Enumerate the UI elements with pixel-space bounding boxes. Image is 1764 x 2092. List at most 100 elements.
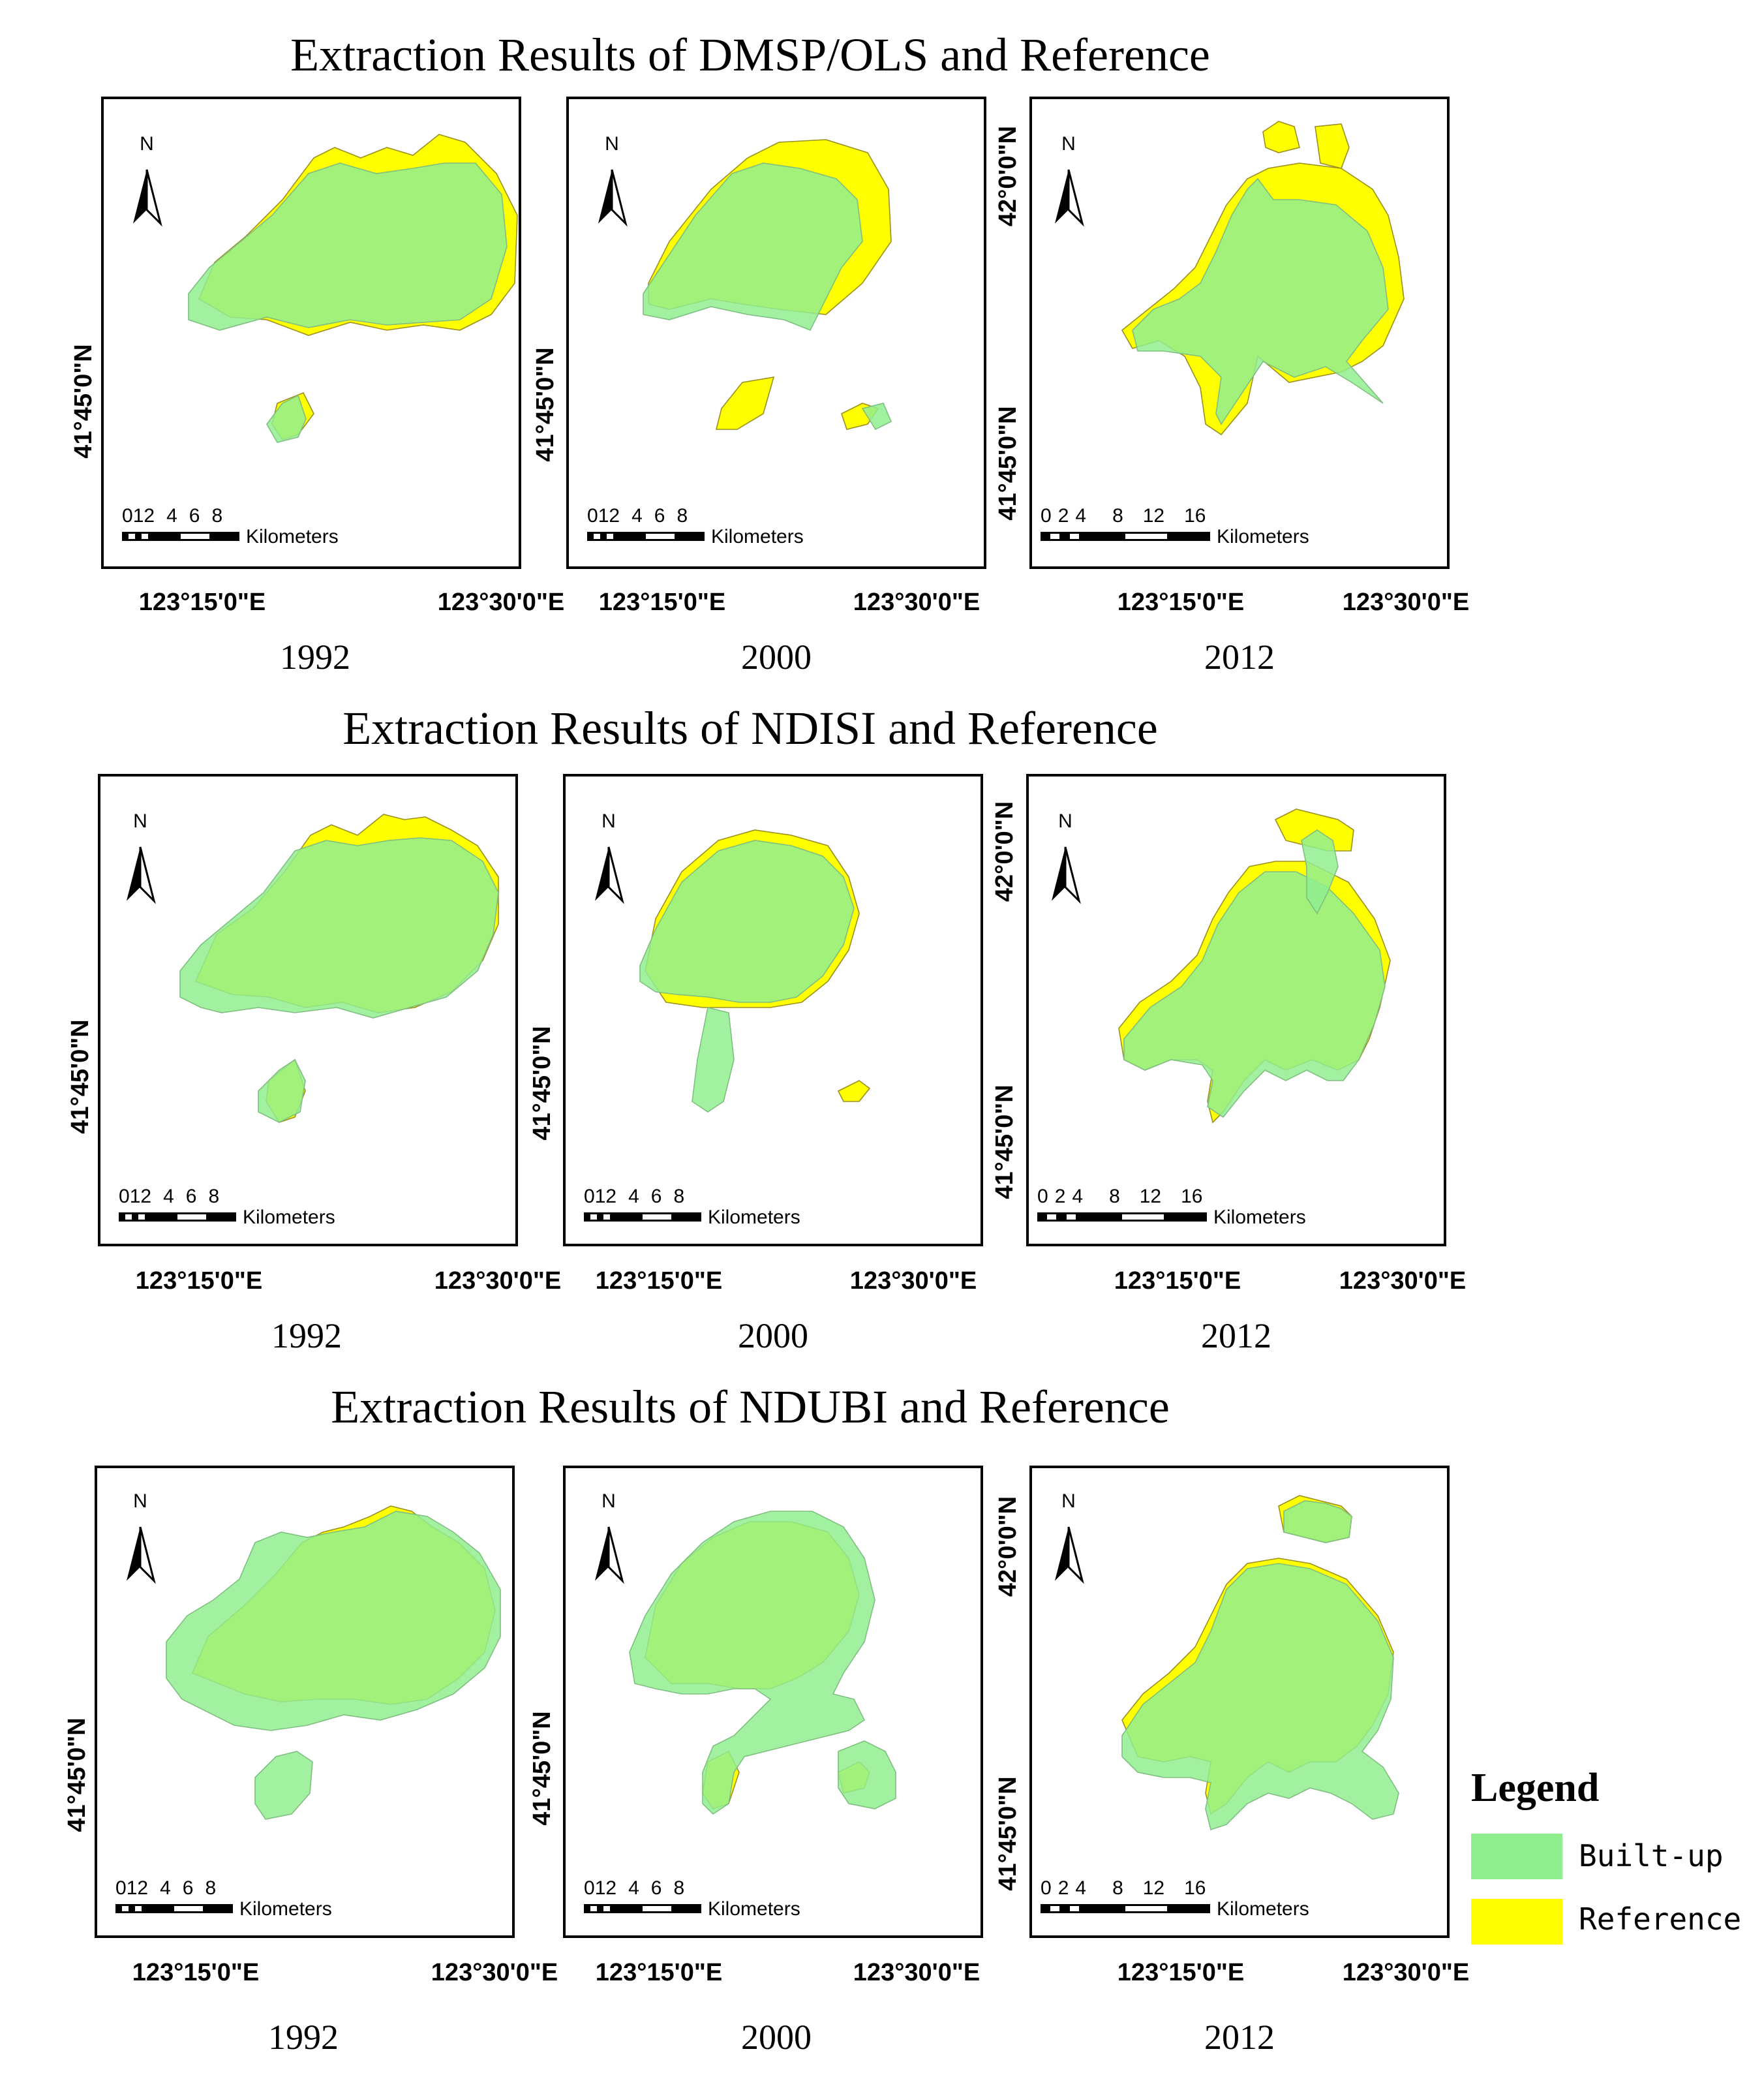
map-panel-2000-dmsp: N 012 4 6 8 Kilometers xyxy=(566,97,986,569)
lon-label-left: 123°15'0"E xyxy=(599,589,725,616)
lat-label: 41°45'0"N xyxy=(528,1026,556,1140)
svg-text:N: N xyxy=(140,133,154,155)
lon-label-right: 123°30'0"E xyxy=(438,589,564,616)
year-label: 2012 xyxy=(1201,1316,1271,1355)
north-arrow-icon: N xyxy=(1054,1490,1084,1582)
svg-text:N: N xyxy=(1061,1490,1076,1512)
map-panel-1992-ndisi: N 012 4 6 8 Kilometers xyxy=(98,774,518,1246)
svg-text:Kilometers: Kilometers xyxy=(708,1207,800,1228)
lon-label-right: 123°30'0"E xyxy=(853,589,980,616)
north-arrow-icon: N xyxy=(597,133,627,224)
map-panel-1992-dmsp: N 012 4 6 8 Kilometers xyxy=(101,97,521,569)
svg-text:Kilometers: Kilometers xyxy=(1213,1207,1306,1228)
map-panel-2000-ndisi: N 012 4 6 8 Kilometers xyxy=(563,774,983,1246)
lon-label-left: 123°15'0"E xyxy=(139,589,266,616)
lon-label-right: 123°30'0"E xyxy=(1339,1267,1466,1295)
north-arrow-icon: N xyxy=(594,810,624,902)
year-label: 2000 xyxy=(741,2018,812,2057)
svg-text:N: N xyxy=(601,1490,616,1512)
lon-label-left: 123°15'0"E xyxy=(1118,589,1244,616)
lon-label-left: 123°15'0"E xyxy=(596,1959,722,1986)
scalebar: 0 2 4 8 12 16 Kilometers xyxy=(1037,1186,1306,1228)
year-label: 1992 xyxy=(271,1316,342,1355)
svg-text:Kilometers: Kilometers xyxy=(708,1898,800,1920)
lon-label-left: 123°15'0"E xyxy=(136,1267,262,1295)
lon-label-right: 123°30'0"E xyxy=(850,1267,977,1295)
year-label: 2012 xyxy=(1204,638,1275,677)
svg-text:Kilometers: Kilometers xyxy=(711,526,804,547)
scalebar: 012 4 6 8 Kilometers xyxy=(119,1186,335,1228)
scalebar: 012 4 6 8 Kilometers xyxy=(115,1877,332,1920)
north-arrow-icon: N xyxy=(125,1490,155,1582)
lat-label: 41°45'0"N xyxy=(532,347,559,461)
lon-label-right: 123°30'0"E xyxy=(431,1959,558,1986)
svg-text:Kilometers: Kilometers xyxy=(239,1898,332,1920)
lon-label-right: 123°30'0"E xyxy=(434,1267,561,1295)
scalebar: 012 4 6 8 Kilometers xyxy=(122,505,339,547)
svg-text:N: N xyxy=(133,810,147,832)
svg-text:Kilometers: Kilometers xyxy=(1217,526,1309,547)
svg-text:Kilometers: Kilometers xyxy=(243,1207,335,1228)
lon-label-left: 123°15'0"E xyxy=(1114,1267,1241,1295)
lon-label-right: 123°30'0"E xyxy=(1343,1959,1469,1986)
lat-label: 41°45'0"N xyxy=(528,1711,556,1825)
map-panel-2012-ndisi: N 0 2 4 8 12 16 Kilometers xyxy=(1026,774,1446,1246)
scalebar: 012 4 6 8 Kilometers xyxy=(584,1877,800,1920)
year-label: 1992 xyxy=(268,2018,339,2057)
lat-label: 41°45'0"N xyxy=(70,344,97,458)
legend-swatch-builtup xyxy=(1471,1834,1562,1879)
map-panel-2012-dmsp: N 0 2 4 8 12 16 Kilometers xyxy=(1029,97,1450,569)
scalebar: 012 4 6 8 Kilometers xyxy=(587,505,804,547)
scalebar: 0 2 4 8 12 16 Kilometers xyxy=(1041,505,1309,547)
legend-label-builtup: Built-up xyxy=(1579,1838,1724,1873)
lat-label: 41°45'0"N xyxy=(67,1019,94,1133)
legend: Legend Built-up Reference xyxy=(1471,1766,1741,1945)
svg-text:Kilometers: Kilometers xyxy=(1217,1898,1309,1920)
svg-text:N: N xyxy=(601,810,616,832)
lon-label-right: 123°30'0"E xyxy=(853,1959,980,1986)
lon-label-right: 123°30'0"E xyxy=(1343,589,1469,616)
lat-label: 41°45'0"N xyxy=(63,1717,91,1832)
map-panel-1992-ndubi: N 012 4 6 8 Kilometers xyxy=(95,1466,515,1938)
north-arrow-icon: N xyxy=(1054,133,1084,224)
scalebar: 0 2 4 8 12 16 Kilometers xyxy=(1041,1877,1309,1920)
row-title-2: Extraction Results of NDISI and Referenc… xyxy=(342,702,1158,754)
lon-label-left: 123°15'0"E xyxy=(1118,1959,1244,1986)
legend-label-reference: Reference xyxy=(1579,1901,1741,1937)
lat-label-top: 42°0'0"N xyxy=(994,1496,1022,1597)
lat-label: 41°45'0"N xyxy=(991,1084,1018,1199)
lon-label-left: 123°15'0"E xyxy=(132,1959,259,1986)
legend-swatch-reference xyxy=(1471,1899,1562,1945)
map-panel-2012-ndubi: N 0 2 4 8 12 16 Kilometers xyxy=(1029,1466,1450,1938)
row-title-3: Extraction Results of NDUBI and Referenc… xyxy=(331,1381,1170,1433)
year-label: 2000 xyxy=(741,638,812,677)
map-panel-2000-ndubi: N 012 4 6 8 Kilometers xyxy=(563,1466,983,1938)
north-arrow-icon: N xyxy=(132,133,162,224)
svg-text:Kilometers: Kilometers xyxy=(246,526,339,547)
svg-text:N: N xyxy=(605,133,619,155)
row-title-1: Extraction Results of DMSP/OLS and Refer… xyxy=(290,29,1210,81)
lon-label-left: 123°15'0"E xyxy=(596,1267,722,1295)
svg-text:N: N xyxy=(1058,810,1072,832)
year-label: 2012 xyxy=(1204,2018,1275,2057)
north-arrow-icon: N xyxy=(1050,810,1080,902)
year-label: 2000 xyxy=(738,1316,808,1355)
svg-text:N: N xyxy=(1061,133,1076,155)
svg-text:N: N xyxy=(133,1490,147,1512)
year-label: 1992 xyxy=(280,638,350,677)
north-arrow-icon: N xyxy=(125,810,155,902)
lat-label-top: 42°0'0"N xyxy=(994,126,1022,226)
scalebar: 012 4 6 8 Kilometers xyxy=(584,1186,800,1228)
lat-label-top: 42°0'0"N xyxy=(991,801,1018,902)
legend-title: Legend xyxy=(1471,1766,1599,1810)
